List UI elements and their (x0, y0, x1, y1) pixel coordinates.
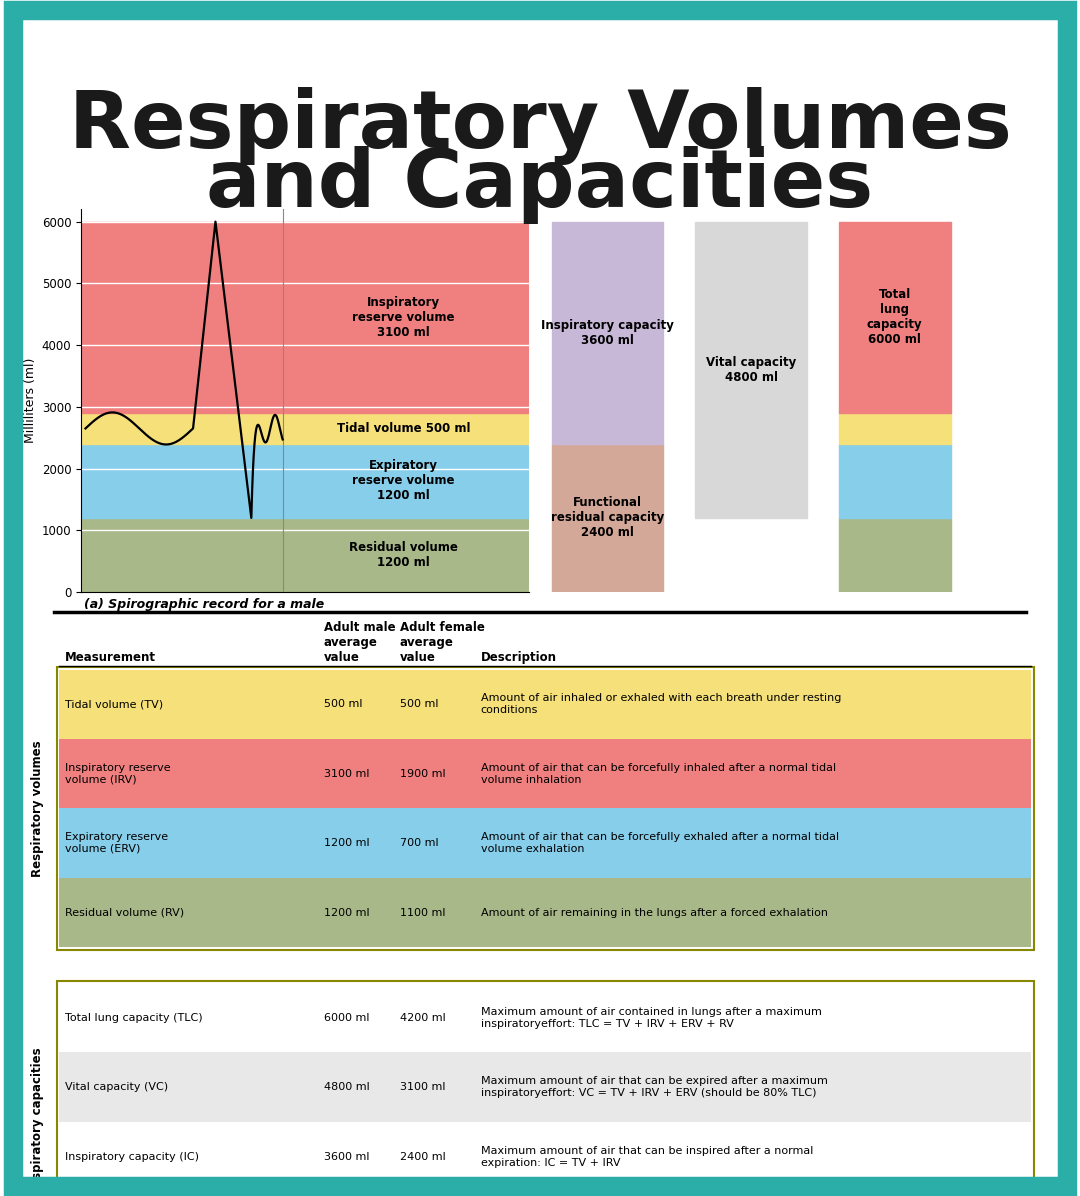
Text: 1200 ml: 1200 ml (324, 838, 369, 848)
Text: and Capacities: and Capacities (206, 146, 874, 225)
Y-axis label: Milliliters (ml): Milliliters (ml) (25, 358, 38, 444)
Text: Amount of air inhaled or exhaled with each breath under resting
conditions: Amount of air inhaled or exhaled with ea… (481, 694, 841, 715)
Text: 4200 ml: 4200 ml (400, 1013, 445, 1023)
Text: Maximum amount of air contained in lungs after a maximum
inspiratoryeffort: TLC : Maximum amount of air contained in lungs… (481, 1007, 822, 1029)
Text: 2400 ml: 2400 ml (400, 1152, 445, 1161)
Text: 6000 ml: 6000 ml (324, 1013, 369, 1023)
Bar (81, 413, 529, 444)
Bar (839, 444, 950, 518)
Text: Maximum amount of air that can be expired after a maximum
inspiratoryeffort: VC : Maximum amount of air that can be expire… (481, 1076, 827, 1098)
Text: 500 ml: 500 ml (400, 700, 438, 709)
Bar (839, 518, 950, 592)
Text: Expiratory reserve
volume (ERV): Expiratory reserve volume (ERV) (65, 832, 167, 854)
Text: Inspiratory capacity
3600 ml: Inspiratory capacity 3600 ml (541, 319, 674, 347)
Text: Total
lung
capacity
6000 ml: Total lung capacity 6000 ml (867, 288, 922, 347)
Bar (696, 221, 807, 518)
Text: Inspiratory
reserve volume
3100 ml: Inspiratory reserve volume 3100 ml (352, 295, 455, 338)
Text: Vital capacity
4800 ml: Vital capacity 4800 ml (706, 355, 796, 384)
Text: Respiratory capacities: Respiratory capacities (31, 1048, 44, 1196)
Text: Residual volume
1200 ml: Residual volume 1200 ml (349, 541, 458, 569)
Bar (839, 221, 950, 413)
Bar (81, 444, 529, 518)
Text: 4800 ml: 4800 ml (324, 1082, 369, 1092)
Text: 1100 ml: 1100 ml (400, 908, 445, 917)
Text: Inspiratory reserve
volume (IRV): Inspiratory reserve volume (IRV) (65, 763, 171, 785)
Text: Vital capacity (VC): Vital capacity (VC) (65, 1082, 167, 1092)
Text: Total lung capacity (TLC): Total lung capacity (TLC) (65, 1013, 202, 1023)
Text: Respiratory volumes: Respiratory volumes (31, 740, 44, 877)
Text: 1900 ml: 1900 ml (400, 769, 445, 779)
Text: Measurement: Measurement (65, 651, 156, 664)
Text: Functional
residual capacity
2400 ml: Functional residual capacity 2400 ml (551, 496, 664, 539)
Text: Description: Description (481, 651, 556, 664)
Bar (839, 413, 950, 444)
Text: 3100 ml: 3100 ml (324, 769, 369, 779)
Text: Amount of air that can be forcefully exhaled after a normal tidal
volume exhalat: Amount of air that can be forcefully exh… (481, 832, 839, 854)
Text: Amount of air that can be forcefully inhaled after a normal tidal
volume inhalat: Amount of air that can be forcefully inh… (481, 763, 836, 785)
Text: Tidal volume 500 ml: Tidal volume 500 ml (337, 422, 471, 435)
Bar (552, 221, 663, 444)
Bar (552, 444, 663, 592)
Text: 700 ml: 700 ml (400, 838, 438, 848)
Text: 500 ml: 500 ml (324, 700, 363, 709)
Text: (a) Spirographic record for a male: (a) Spirographic record for a male (84, 598, 324, 611)
Text: Maximum amount of air that can be inspired after a normal
expiration: IC = TV + : Maximum amount of air that can be inspir… (481, 1146, 813, 1167)
Text: Tidal volume (TV): Tidal volume (TV) (65, 700, 163, 709)
Bar (81, 221, 529, 413)
Text: 3600 ml: 3600 ml (324, 1152, 369, 1161)
Text: Adult female
average
value: Adult female average value (400, 621, 485, 664)
Text: 1200 ml: 1200 ml (324, 908, 369, 917)
Text: Respiratory Volumes: Respiratory Volumes (68, 86, 1012, 165)
Text: Inspiratory capacity (IC): Inspiratory capacity (IC) (65, 1152, 199, 1161)
Text: Amount of air remaining in the lungs after a forced exhalation: Amount of air remaining in the lungs aft… (481, 908, 827, 917)
Text: Expiratory
reserve volume
1200 ml: Expiratory reserve volume 1200 ml (352, 459, 455, 502)
Text: Adult male
average
value: Adult male average value (324, 621, 395, 664)
Bar (81, 518, 529, 592)
Text: Residual volume (RV): Residual volume (RV) (65, 908, 184, 917)
Text: 3100 ml: 3100 ml (400, 1082, 445, 1092)
